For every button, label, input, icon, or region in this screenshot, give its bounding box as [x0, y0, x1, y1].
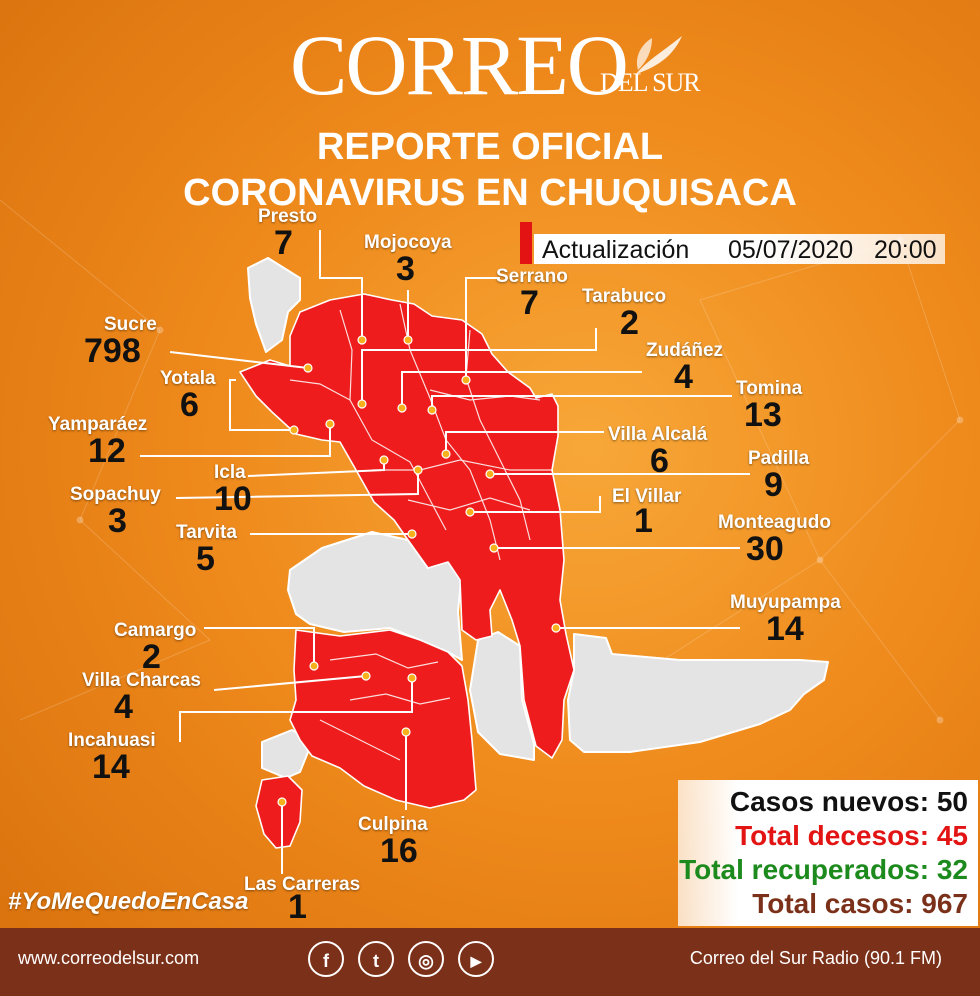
- twitter-icon[interactable]: t: [358, 941, 394, 977]
- label-tomina: Tomina: [736, 378, 803, 399]
- map-region-southeast-grey: [567, 633, 829, 753]
- label-sucre: Sucre: [104, 314, 157, 335]
- update-banner: Actualización 05/07/2020 20:00: [520, 222, 945, 264]
- value-sucre: 798: [84, 332, 141, 370]
- value-muyupampa: 14: [766, 610, 804, 648]
- report-subtitle: CORONAVIRUS EN CHUQUISACA: [183, 172, 797, 214]
- label-tarvita: Tarvita: [176, 522, 237, 543]
- label-zudanez: Zudáñez: [646, 340, 724, 361]
- chuquisaca-map: [239, 257, 829, 849]
- value-incahuasi: 14: [92, 748, 130, 786]
- value-las-carreras: 1: [288, 888, 307, 926]
- value-serrano: 7: [520, 284, 539, 322]
- update-date: 05/07/2020: [728, 236, 854, 264]
- report-title: REPORTE OFICIAL: [316, 126, 664, 168]
- label-villa-alcala: Villa Alcalá: [608, 424, 708, 445]
- map-region-north-grey: [247, 257, 301, 353]
- label-el-villar: El Villar: [612, 486, 682, 507]
- value-culpina: 16: [380, 832, 418, 870]
- website-link[interactable]: www.correodelsur.com: [18, 948, 200, 968]
- label-tarabuco: Tarabuco: [582, 286, 667, 307]
- hashtag: #YoMeQuedoEnCasa: [8, 888, 249, 915]
- map-region-north-red: [239, 293, 575, 759]
- youtube-icon[interactable]: ▶: [458, 941, 494, 977]
- label-incahuasi: Incahuasi: [68, 730, 156, 751]
- update-label: Actualización: [542, 236, 690, 264]
- map-region-west-grey: [287, 531, 463, 661]
- value-zudanez: 4: [674, 358, 693, 396]
- label-padilla: Padilla: [748, 448, 810, 469]
- label-sopachuy: Sopachuy: [70, 484, 161, 505]
- value-tomina: 13: [744, 396, 782, 434]
- value-villa-alcala: 6: [650, 442, 669, 480]
- value-tarabuco: 2: [620, 304, 639, 342]
- stat-new-cases: Casos nuevos: 50: [729, 786, 968, 817]
- value-camargo: 2: [142, 638, 161, 676]
- label-las-carreras: Las Carreras: [244, 874, 361, 895]
- stat-total-cases: Total casos: 967: [752, 888, 968, 919]
- logo-wordmark: CORREO: [290, 17, 629, 113]
- map-region-east-grey: [469, 631, 535, 761]
- label-culpina: Culpina: [358, 814, 428, 835]
- value-yotala: 6: [180, 386, 199, 424]
- value-yamparaez: 12: [88, 432, 126, 470]
- map-region-carreras-red: [255, 775, 303, 849]
- stats-panel: Casos nuevos: 50 Total decesos: 45 Total…: [678, 780, 978, 926]
- label-mojocoya: Mojocoya: [364, 232, 452, 253]
- label-yamparaez: Yamparáez: [48, 414, 148, 435]
- value-sopachuy: 3: [108, 502, 127, 540]
- label-camargo: Camargo: [114, 620, 197, 641]
- map-region-southwest-red: [289, 629, 477, 809]
- label-presto: Presto: [258, 206, 318, 227]
- logo-leaf-icon: [636, 36, 682, 74]
- label-monteagudo: Monteagudo: [718, 512, 831, 533]
- label-icla: Icla: [214, 462, 246, 483]
- label-villa-charcas: Villa Charcas: [82, 670, 202, 691]
- value-monteagudo: 30: [746, 530, 784, 568]
- value-icla: 10: [214, 480, 252, 518]
- map-region-south-grey: [261, 729, 313, 779]
- value-mojocoya: 3: [396, 250, 415, 288]
- label-serrano: Serrano: [496, 266, 568, 287]
- value-tarvita: 5: [196, 540, 215, 578]
- background-network: [0, 0, 980, 930]
- stat-deaths: Total decesos: 45: [735, 820, 968, 851]
- radio-station: Correo del Sur Radio (90.1 FM): [689, 948, 942, 968]
- label-yotala: Yotala: [160, 368, 216, 389]
- value-presto: 7: [274, 224, 293, 262]
- update-time: 20:00: [874, 236, 937, 264]
- instagram-icon[interactable]: ◎: [408, 941, 444, 977]
- label-muyupampa: Muyupampa: [730, 592, 841, 613]
- update-marker: [520, 222, 532, 264]
- value-padilla: 9: [764, 466, 783, 504]
- footer-bar: www.correodelsur.com f t ◎ ▶ Correo del …: [0, 928, 980, 996]
- value-villa-charcas: 4: [114, 688, 133, 726]
- facebook-icon[interactable]: f: [308, 941, 344, 977]
- value-el-villar: 1: [634, 502, 653, 540]
- stat-recovered: Total recuperados: 32: [679, 854, 968, 885]
- logo-subtitle: DEL SUR: [600, 68, 701, 97]
